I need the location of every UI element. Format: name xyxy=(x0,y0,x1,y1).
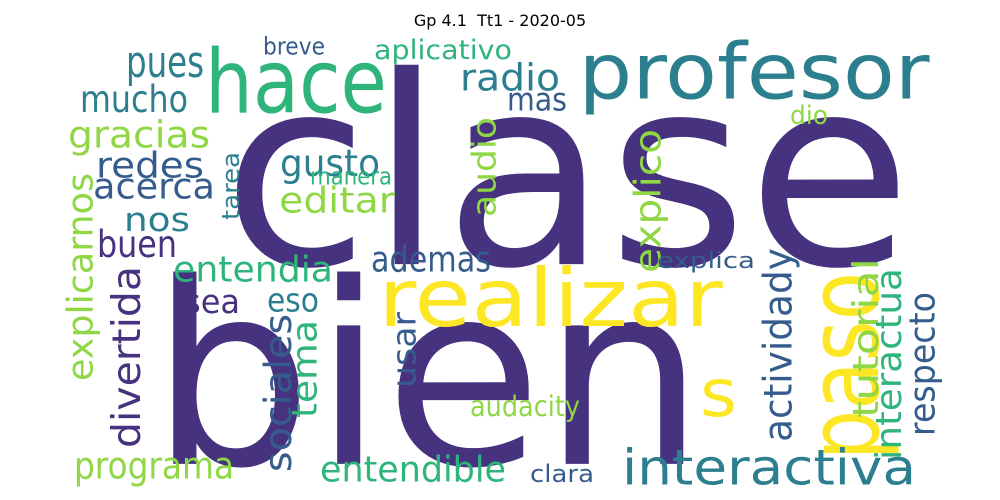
word-programa: programa xyxy=(74,444,234,488)
word-sociales: sociales xyxy=(257,314,301,472)
word-nos: nos xyxy=(124,201,190,239)
word-hace: hace xyxy=(205,32,387,134)
word-explicarnos: explicarnos xyxy=(59,173,102,381)
word-paso: paso xyxy=(788,272,903,460)
word-actividady: actividady xyxy=(756,248,802,442)
word-divertida: divertida xyxy=(104,266,149,448)
word-dio: dio xyxy=(790,101,828,130)
word-mucho: mucho xyxy=(80,78,188,121)
word-tema: tema xyxy=(284,320,325,418)
word-interactua: interactua xyxy=(868,268,910,460)
word-entendia: entendia xyxy=(173,250,333,291)
word-tarea: tarea xyxy=(217,152,245,220)
word-s: s xyxy=(700,355,737,432)
word-editar: editar xyxy=(279,179,395,221)
word-radio: radio xyxy=(460,56,560,100)
word-clara: clara xyxy=(530,460,594,488)
word-bien: bien xyxy=(150,230,705,500)
word-explico: explico xyxy=(627,129,669,273)
word-buen: buen xyxy=(97,223,177,266)
word-entendible: entendible xyxy=(320,449,506,491)
word-interactiva: interactiva xyxy=(622,440,916,497)
word-ademas: ademas xyxy=(371,238,491,280)
word-tutorial: tutorial xyxy=(845,258,887,418)
word-gracias: gracias xyxy=(68,113,210,157)
word-breve: breve xyxy=(263,33,325,60)
word-mas: mas xyxy=(507,82,567,119)
word-eso: eso xyxy=(267,282,319,320)
figure-title: Gp 4.1 Tt1 - 2020-05 xyxy=(413,11,587,30)
word-redes: redes xyxy=(96,144,204,186)
word-sea: sea xyxy=(184,283,240,322)
word-pues: pues xyxy=(126,38,204,89)
word-audio: audio xyxy=(466,117,504,217)
word-profesor: profesor xyxy=(578,28,930,118)
word-usar: usar xyxy=(386,312,425,388)
word-acerca: acerca xyxy=(93,165,215,208)
word-clase: clase xyxy=(222,22,912,327)
word-gusto: gusto xyxy=(280,141,380,185)
word-aplicativo: aplicativo xyxy=(374,34,512,66)
word-manera: manera xyxy=(310,163,392,190)
word-respecto: respecto xyxy=(902,292,943,436)
word-realizar: realizar xyxy=(378,252,723,346)
word-explica: explica xyxy=(657,248,755,274)
word-audacity: audacity xyxy=(470,391,580,424)
